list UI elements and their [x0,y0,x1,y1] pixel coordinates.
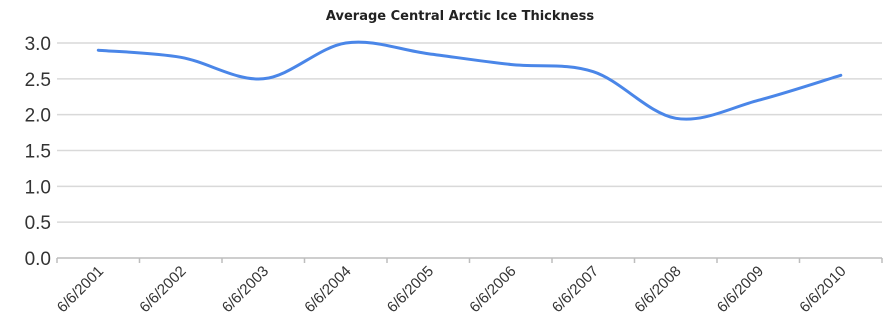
x-tick-label: 6/6/2002 [136,263,189,316]
y-tick-label: 0.0 [25,249,51,270]
x-tick-label: 6/6/2004 [301,263,354,316]
x-tick-label: 6/6/2003 [219,263,272,316]
y-tick-label: 1.5 [25,142,51,163]
y-axis-ticks: 0.0 0.5 1.0 1.5 2.0 2.5 3.0 [25,34,51,270]
y-tick-label: 3.0 [25,34,51,55]
y-tick-label: 0.5 [25,213,51,234]
x-tick-label: 6/6/2007 [549,263,602,316]
x-tick-label: 6/6/2009 [714,263,767,316]
x-tick-label: 6/6/2001 [54,263,107,316]
series-layer [96,40,843,121]
x-tick-label: 6/6/2006 [466,263,519,316]
chart-title: Average Central Arctic Ice Thickness [326,9,594,24]
x-tick-label: 6/6/2005 [384,263,437,316]
gridlines [57,42,882,259]
y-tick-label: 2.0 [25,106,51,127]
y-tick-label: 2.5 [25,70,51,91]
x-tick-label: 6/6/2010 [796,263,849,316]
x-tick-label: 6/6/2008 [631,263,684,316]
y-tick-label: 1.0 [25,177,51,198]
series-line [96,40,843,121]
x-axis-ticks: 6/6/2001 6/6/2002 6/6/2003 6/6/2004 6/6/2005… [54,258,883,316]
